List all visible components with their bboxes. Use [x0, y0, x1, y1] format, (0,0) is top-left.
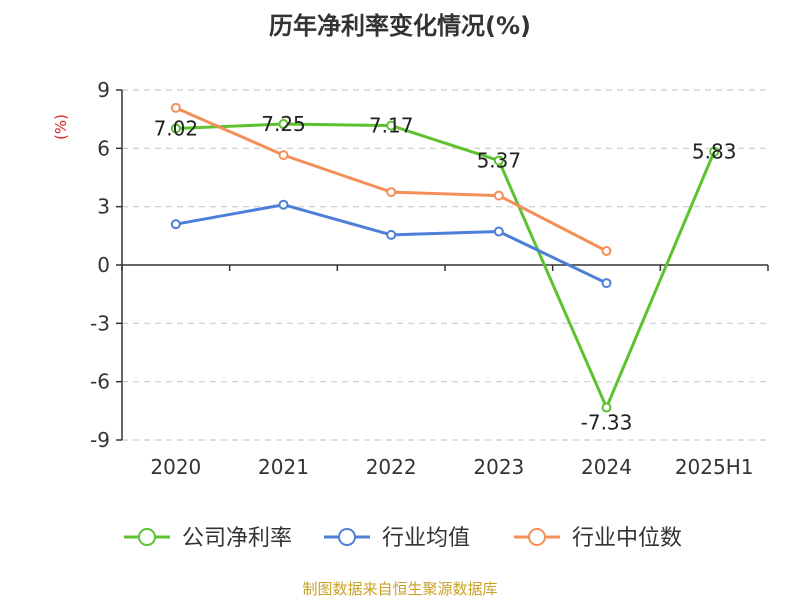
legend-label: 行业中位数: [572, 526, 682, 551]
y-tick-label: 9: [97, 78, 110, 102]
y-tick-label: -6: [90, 370, 110, 394]
legend-marker: [338, 528, 356, 546]
y-tick-label: 6: [97, 136, 110, 160]
data-point: [278, 199, 289, 210]
chart-title: 历年净利率变化情况(%): [269, 12, 531, 40]
series-line: [175, 122, 716, 410]
data-point: [386, 229, 397, 240]
data-point: [709, 146, 720, 157]
data-point: [386, 187, 397, 198]
data-label: 7.17: [369, 114, 414, 138]
x-tick-label: 2020: [150, 455, 201, 479]
data-source-note: 制图数据来自恒生聚源数据库: [302, 580, 498, 598]
data-label: 5.83: [692, 140, 737, 164]
data-point: [493, 155, 504, 166]
y-tick-label: -9: [90, 428, 110, 452]
y-axis-label: (%): [52, 114, 70, 140]
data-label: 5.37: [477, 149, 522, 173]
x-tick-label: 2022: [366, 455, 417, 479]
x-tick-label: 2021: [258, 455, 309, 479]
data-label: -7.33: [581, 411, 633, 435]
legend-marker: [138, 528, 156, 546]
y-tick-label: 3: [97, 195, 110, 219]
data-point: [170, 219, 181, 230]
data-point: [601, 278, 612, 289]
data-point: [170, 102, 181, 113]
legend-label: 公司净利率: [182, 526, 292, 551]
data-point: [386, 120, 397, 131]
data-point: [601, 246, 612, 256]
data-point: [493, 190, 504, 201]
x-tick-label: 2025H1: [675, 455, 754, 479]
data-point: [601, 402, 612, 413]
data-point: [493, 226, 504, 237]
x-tick-label: 2023: [473, 455, 524, 479]
x-tick-label: 2024: [581, 455, 632, 479]
legend-marker: [528, 528, 546, 546]
y-tick-label: 0: [97, 253, 110, 277]
y-tick-label: -3: [90, 311, 110, 335]
data-point: [278, 150, 289, 161]
data-label: 7.25: [261, 112, 306, 136]
data-point: [278, 119, 289, 130]
data-label: 7.02: [154, 117, 199, 141]
legend-label: 行业均值: [382, 526, 470, 551]
data-point: [170, 123, 181, 134]
